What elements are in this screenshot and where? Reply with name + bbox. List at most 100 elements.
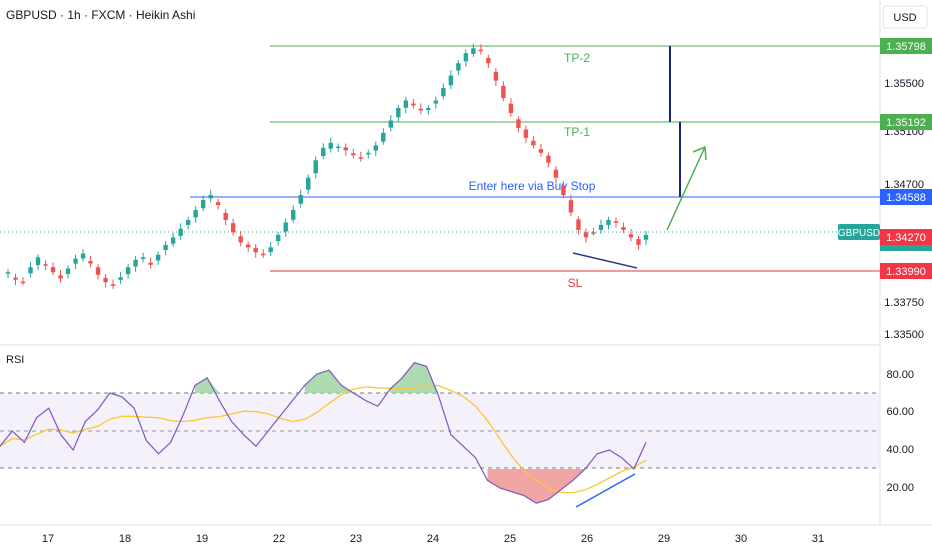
candle-body [103, 277, 108, 283]
time-label: 31 [812, 533, 824, 545]
candle-body [351, 153, 356, 156]
currency-box[interactable] [882, 5, 928, 29]
candle-body [13, 277, 18, 280]
candle-body [35, 257, 41, 266]
candle-body [598, 224, 604, 230]
candle-body [621, 227, 626, 230]
tp2-badge-text: 1.35798 [886, 41, 926, 53]
candle-body [373, 145, 378, 151]
candle-body [110, 284, 116, 286]
candle-body [283, 222, 288, 232]
candle-body [65, 268, 71, 274]
price-tick: 1.35500 [884, 78, 924, 90]
candle-body [643, 234, 649, 240]
time-label: 24 [427, 533, 439, 545]
candle-body [125, 267, 131, 275]
tp1-label: TP-1 [564, 125, 590, 139]
candle-body [20, 281, 26, 284]
candle-body [441, 88, 446, 97]
candle-body [403, 100, 409, 108]
rsi-tick: 20.00 [886, 482, 914, 494]
time-label: 19 [196, 533, 208, 545]
candle-body [208, 195, 213, 199]
time-label: 26 [581, 533, 593, 545]
candle-body [366, 152, 371, 155]
candle-body [606, 219, 611, 225]
candle-body [58, 275, 63, 279]
candle-body [561, 185, 566, 196]
up-arrow[interactable] [666, 145, 707, 231]
rsi-tick: 40.00 [886, 444, 914, 456]
time-label: 23 [350, 533, 362, 545]
sl-badge [880, 263, 932, 279]
candle-body [238, 236, 243, 243]
candle-body [576, 219, 581, 230]
candle-body [433, 100, 439, 104]
candle-body [253, 247, 258, 253]
tp1-badge-text: 1.35192 [886, 117, 926, 129]
candle-body [163, 244, 168, 251]
candle-body [343, 147, 348, 151]
candle-body [268, 247, 273, 253]
candle-body [5, 272, 11, 274]
candle-body [516, 119, 521, 128]
currency-label: USD [893, 12, 916, 24]
candle-body [538, 149, 544, 153]
candle-body [245, 244, 251, 248]
candle-body [170, 237, 176, 244]
candle-body [546, 155, 551, 163]
candle-body [50, 267, 56, 273]
candles [5, 43, 649, 290]
price-tick: 1.33750 [884, 297, 924, 309]
rsi-divergence-line[interactable] [575, 473, 636, 508]
sl-badge-text: 1.33990 [886, 266, 926, 278]
candle-body [306, 177, 311, 190]
candle-body [336, 146, 341, 149]
candle-body [118, 277, 123, 280]
candle-body [148, 262, 153, 265]
candle-body [471, 48, 476, 54]
candle-body [486, 57, 491, 64]
candle-body [140, 257, 146, 259]
entry-badge [880, 189, 932, 205]
time-label: 30 [735, 533, 747, 545]
candle-body [568, 200, 574, 213]
rsi-tick: 60.00 [886, 406, 914, 418]
candle-body [358, 157, 363, 159]
candle-body [426, 107, 431, 111]
candle-body [95, 267, 101, 275]
candle-body [215, 202, 221, 206]
candle-body [478, 49, 484, 52]
candle-body [411, 103, 416, 106]
time-label: 17 [42, 533, 54, 545]
time-label: 18 [119, 533, 131, 545]
candle-body [463, 53, 469, 62]
candle-body [508, 103, 514, 113]
candle-body [523, 129, 529, 138]
candle-body [185, 219, 191, 225]
candle-body [553, 169, 559, 178]
time-axis: 17 18 19 22 23 24 25 26 29 30 31 [42, 533, 824, 545]
price-tick: 1.33500 [884, 329, 924, 341]
candle-body [178, 228, 183, 236]
time-label: 29 [658, 533, 670, 545]
candle-body [448, 75, 454, 86]
candle-body [43, 264, 48, 266]
candle-body [388, 120, 393, 128]
candle-body [321, 147, 326, 157]
price-divergence-line[interactable] [572, 252, 638, 269]
tp1-badge [880, 114, 932, 130]
candle-body [88, 261, 93, 264]
candle-body [80, 253, 86, 259]
candle-body [230, 223, 236, 233]
tp2-badge [880, 38, 932, 54]
candle-body [291, 210, 296, 220]
candle-body [298, 195, 303, 204]
candle-body [276, 234, 281, 242]
rsi-ma-line [0, 384, 647, 494]
rsi-tick: 80.00 [886, 369, 914, 381]
current-badge-text: 1.34270 [886, 232, 926, 244]
candle-body [223, 213, 228, 220]
candle-body [613, 221, 619, 223]
